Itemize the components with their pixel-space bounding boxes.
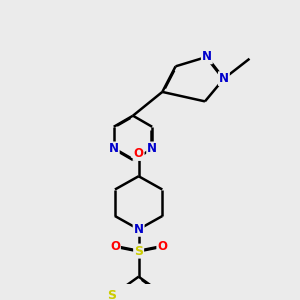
Text: N: N [109, 142, 119, 155]
Text: O: O [134, 147, 144, 160]
Text: N: N [147, 142, 157, 155]
Text: O: O [157, 240, 167, 253]
Text: S: S [134, 244, 143, 258]
Text: N: N [219, 72, 229, 85]
Text: S: S [108, 289, 117, 300]
Text: N: N [134, 223, 144, 236]
Text: O: O [110, 240, 120, 253]
Text: N: N [202, 50, 212, 63]
